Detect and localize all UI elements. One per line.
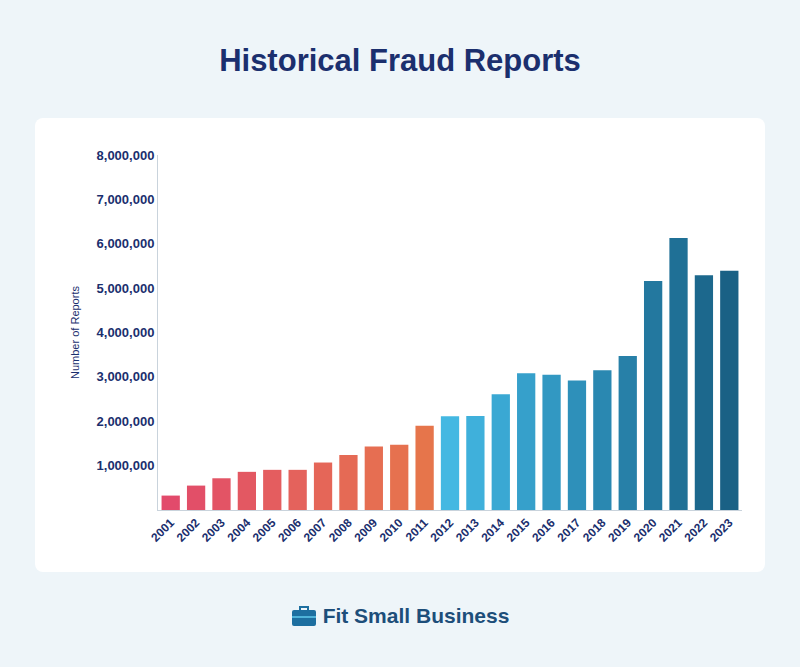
svg-text:2015: 2015: [504, 516, 533, 545]
svg-text:6,000,000: 6,000,000: [97, 236, 155, 251]
svg-text:2005: 2005: [250, 516, 279, 545]
svg-text:2006: 2006: [275, 516, 304, 545]
svg-text:2012: 2012: [428, 516, 457, 545]
svg-text:2010: 2010: [377, 516, 406, 545]
svg-text:2014: 2014: [478, 516, 507, 545]
svg-text:5,000,000: 5,000,000: [97, 281, 155, 296]
svg-text:8,000,000: 8,000,000: [97, 148, 155, 163]
svg-text:1,000,000: 1,000,000: [97, 458, 155, 473]
svg-text:2002: 2002: [174, 516, 203, 545]
svg-text:2020: 2020: [631, 516, 660, 545]
svg-text:2007: 2007: [301, 516, 330, 545]
svg-text:2004: 2004: [224, 516, 253, 545]
svg-text:2,000,000: 2,000,000: [97, 414, 155, 429]
svg-text:2008: 2008: [326, 516, 355, 545]
svg-text:2001: 2001: [148, 516, 177, 545]
svg-text:Historical Fraud Reports: Historical Fraud Reports: [219, 43, 581, 78]
svg-text:2003: 2003: [199, 516, 228, 545]
svg-text:2018: 2018: [580, 516, 609, 545]
svg-text:2019: 2019: [605, 516, 634, 545]
svg-text:2016: 2016: [529, 516, 558, 545]
svg-text:2013: 2013: [453, 516, 482, 545]
svg-text:4,000,000: 4,000,000: [97, 325, 155, 340]
svg-text:2017: 2017: [555, 516, 584, 545]
svg-text:3,000,000: 3,000,000: [97, 369, 155, 384]
svg-text:2022: 2022: [681, 516, 710, 545]
svg-text:Number of Reports: Number of Reports: [69, 286, 81, 379]
svg-text:2011: 2011: [403, 516, 432, 545]
svg-text:7,000,000: 7,000,000: [97, 192, 155, 207]
svg-text:2023: 2023: [707, 516, 736, 545]
html-text:Fit Small Business: Fit Small Business: [322, 604, 510, 627]
svg-text:2021: 2021: [656, 516, 685, 545]
svg-text:2009: 2009: [351, 516, 380, 545]
